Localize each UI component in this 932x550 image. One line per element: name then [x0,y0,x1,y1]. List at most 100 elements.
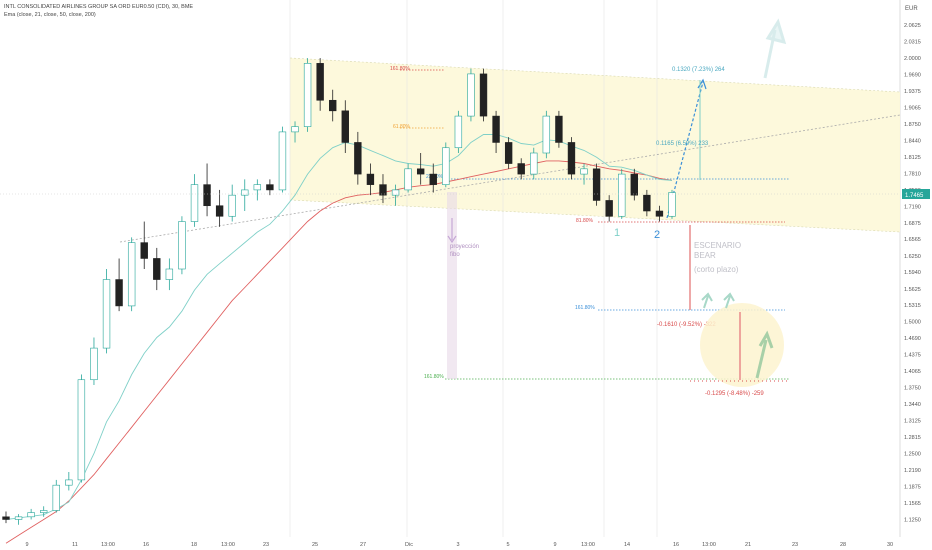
y-tick-12: 1.6875 [904,221,921,227]
y-tick-22: 1.3750 [904,386,921,392]
fib-81-label: 81.80% [576,218,594,224]
y-tick-13: 1.6565 [904,237,921,243]
currency-label: EUR [905,6,918,12]
y-tick-23: 1.3440 [904,402,921,408]
x-tick-20: 30 [887,542,893,548]
x-tick-17: 21 [745,542,751,548]
y-tick-14: 1.6250 [904,254,921,260]
candle-body-52 [655,210,664,217]
target-down-1: -0.1610 (-9.52%) -322 [657,322,716,328]
candle-body-22 [278,131,287,191]
candle-body-29 [366,173,375,185]
candle-body-49 [618,173,626,217]
candle-body-38 [479,73,488,117]
candle-body-4 [52,484,60,511]
y-tick-20: 1.4375 [904,353,921,359]
y-tick-11: 1.7190 [904,204,921,210]
y-tick-7: 1.8440 [904,138,921,144]
candle-body-25 [316,63,324,101]
y-tick-30: 1.1250 [904,517,921,523]
candle-body-28 [354,142,362,175]
last-price-label: 1.7465 [905,193,924,199]
indicator-legend: Ema (close, 21, close, 50, close, 200) [4,12,96,18]
y-tick-25: 1.2815 [904,435,921,441]
candle-body-45 [567,142,576,175]
candle-body-43 [542,115,551,154]
session-lines [289,0,658,537]
candle-body-24 [303,63,312,127]
big-up-arrow [763,18,787,79]
x-tick-18: 23 [792,542,798,548]
fib-161-top-label: 161.80% [390,66,410,72]
y-tick-24: 1.3125 [904,419,921,425]
candle-body-7 [90,347,98,381]
candle-body-15 [190,184,199,222]
ema-200-line [5,160,673,544]
x-tick-15: 16 [673,542,679,548]
y-tick-19: 1.4690 [904,336,921,342]
wave-2-label: 2 [654,229,660,241]
bear-label-1: ESCENARIO [694,241,741,250]
candle-body-0 [2,516,10,520]
candle-body-10 [127,242,136,307]
candle-body-48 [605,200,613,217]
bear-label-3: (corto plazo) [694,265,739,274]
candle-body-13 [165,268,174,280]
candle-body-46 [580,168,588,175]
x-tick-4: 18 [191,542,197,548]
target-down-2: -0.1295 (-8.48%) -259 [705,391,764,397]
y-tick-27: 1.2190 [904,468,921,474]
candle-body-30 [379,184,387,196]
y-tick-28: 1.1875 [904,485,921,491]
y-tick-5: 1.9065 [904,105,921,111]
y-tick-18: 1.5000 [904,320,921,326]
candle-body-42 [530,152,538,175]
target-up-1: 0.1320 (7.23%) 264 [672,67,725,73]
fib-161-blue-label: 161.80% [575,305,595,311]
candle-body-19 [241,189,249,196]
candle-body-6 [77,379,86,481]
y-tick-17: 1.5315 [904,303,921,309]
y-tick-0: 2.0625 [904,23,921,29]
candle-body-16 [203,184,211,207]
y-tick-15: 1.5940 [904,270,921,276]
x-tick-10: 3 [456,542,459,548]
time-axis: 9 11 13:00 16 18 13:00 23 25 27 Dic 3 5 9 13:00 14 16 13… [25,542,893,548]
candle-body-23 [291,126,299,133]
bear-label-2: BEAR [694,251,716,260]
fib-61-label: 61.80% [393,124,411,130]
channel-zone [290,58,900,232]
candle-body-2 [27,512,35,518]
y-tick-21: 1.4065 [904,369,921,375]
y-tick-29: 1.1565 [904,501,921,507]
candle-body-50 [630,173,638,196]
candle-body-51 [643,194,651,212]
x-tick-1: 11 [72,542,78,548]
candle-body-26 [329,99,337,112]
y-tick-3: 1.9690 [904,72,921,78]
price-axis: 2.0625 2.0315 2.0000 1.9690 1.9375 1.9065 1.87… [904,23,921,523]
candle-body-33 [416,168,425,175]
x-tick-0: 9 [25,542,28,548]
candles [2,58,676,525]
candle-body-5 [65,479,73,486]
fib-161-green-label: 161.80% [424,374,444,380]
candle-body-8 [102,279,111,349]
projection-label-1: proyección [450,244,479,250]
candle-body-27 [341,110,349,143]
y-tick-1: 2.0315 [904,39,921,45]
last-price-badge [902,189,930,199]
candle-body-47 [592,168,601,201]
x-tick-19: 28 [840,542,846,548]
y-tick-9: 1.7810 [904,172,921,178]
candle-body-20 [253,184,262,191]
chart-title: INTL CONSOLIDATED AIRLINES GROUP SA ORD … [4,4,194,10]
projection-label-2: fibo [450,252,460,258]
y-tick-26: 1.2500 [904,452,921,458]
x-tick-7: 25 [312,542,318,548]
candle-body-18 [228,194,236,217]
channel-top [289,57,901,93]
x-tick-13: 13:00 [581,542,595,548]
candle-body-3 [40,510,48,513]
